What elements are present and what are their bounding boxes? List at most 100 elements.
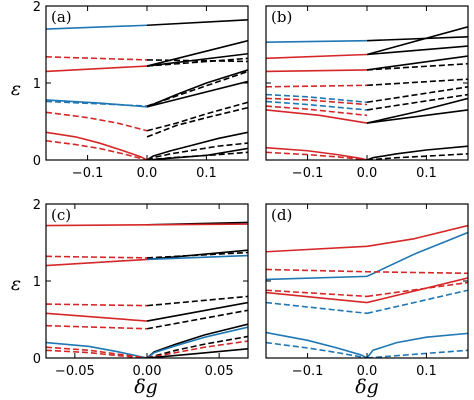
- series-group: [266, 26, 468, 160]
- panel-1: −0.1 0.0 0.1 (b): [265, 5, 469, 181]
- series-line: [366, 332, 468, 358]
- series-line: [146, 340, 248, 358]
- series-line: [46, 349, 148, 358]
- series-line: [146, 131, 248, 160]
- x-tick-label: −0.05: [55, 364, 95, 379]
- series-line: [46, 24, 148, 30]
- series-group: [46, 19, 248, 160]
- series-line: [366, 289, 468, 315]
- series-line: [266, 331, 368, 358]
- x-tick-label: −0.1: [292, 166, 324, 181]
- series-group: [266, 224, 468, 358]
- series-line: [46, 100, 148, 107]
- series-line: [366, 45, 468, 56]
- series-line: [366, 153, 468, 160]
- series-line: [366, 349, 468, 358]
- y-tick-label: 0: [33, 352, 41, 367]
- x-tick-label: −0.1: [72, 166, 104, 181]
- x-tick-label: 0.0: [357, 166, 378, 181]
- series-line: [366, 145, 468, 160]
- series-line: [266, 109, 368, 124]
- series-line: [146, 147, 248, 160]
- panel-label: (c): [51, 206, 71, 224]
- x-tick-label: 0.1: [416, 166, 437, 181]
- series-line: [366, 55, 468, 71]
- y-axis-label-bottom: ε: [11, 273, 21, 295]
- series-line: [146, 301, 248, 322]
- series-line: [266, 84, 368, 88]
- x-tick-label: 0.05: [205, 364, 234, 379]
- series-line: [146, 142, 248, 160]
- series-line: [266, 151, 368, 160]
- x-tick-label: −0.1: [292, 364, 324, 379]
- series-line: [266, 39, 368, 43]
- series-line: [366, 97, 468, 124]
- series-line: [46, 111, 148, 132]
- y-tick-label: 1: [33, 275, 41, 290]
- series-line: [266, 146, 368, 160]
- series-line: [146, 106, 248, 138]
- series-line: [46, 139, 148, 160]
- series-line: [46, 65, 148, 73]
- series-line: [146, 295, 248, 307]
- series-line: [366, 62, 468, 71]
- series-line: [46, 255, 148, 259]
- series-line: [366, 26, 468, 56]
- y-axis-label-top: ε: [11, 78, 21, 100]
- series-line: [46, 341, 148, 358]
- y-tick-label: 2: [33, 0, 41, 15]
- panel-0: −0.1 0.0 0.1 0 1 2 (a): [33, 0, 249, 181]
- series-line: [146, 80, 248, 108]
- series-line: [146, 59, 248, 63]
- series-line: [366, 231, 468, 278]
- series-line: [146, 69, 248, 108]
- x-tick-label: 0.00: [133, 364, 162, 379]
- series-line: [146, 309, 248, 330]
- panel-label: (d): [271, 206, 292, 224]
- panel-2: −0.05 0.00 0.05 0 1 2 (c): [33, 198, 249, 379]
- x-tick-label: 0.0: [357, 364, 378, 379]
- series-line: [266, 341, 368, 358]
- series-line: [266, 93, 368, 104]
- series-line: [266, 69, 368, 73]
- series-line: [146, 223, 248, 226]
- series-line: [146, 335, 248, 358]
- series-line: [366, 93, 468, 111]
- series-line: [46, 346, 148, 358]
- series-line: [266, 105, 368, 117]
- series-line: [266, 53, 368, 60]
- series-line: [146, 19, 248, 27]
- series-line: [146, 101, 248, 132]
- y-tick-label: 2: [33, 198, 41, 213]
- series-line: [266, 97, 368, 106]
- x-tick-label: 0.0: [137, 166, 158, 181]
- series-line: [46, 223, 148, 227]
- series-line: [266, 100, 368, 111]
- series-line: [46, 324, 148, 330]
- series-line: [366, 36, 468, 42]
- x-tick-label: 0.1: [416, 364, 437, 379]
- x-axis-label-left: δg: [134, 376, 158, 398]
- series-line: [146, 326, 248, 358]
- series-line: [146, 39, 248, 67]
- axes-frame: [265, 203, 469, 359]
- series-line: [366, 78, 468, 87]
- series-line: [46, 56, 148, 61]
- series-line: [366, 109, 468, 124]
- series-line: [46, 312, 148, 322]
- series-line: [146, 254, 248, 261]
- series-line: [266, 224, 468, 253]
- axes-frame: [265, 5, 469, 161]
- series-line: [146, 249, 248, 261]
- series-line: [266, 289, 368, 298]
- series-line: [366, 281, 468, 298]
- panel-label: (a): [51, 8, 72, 26]
- series-line: [266, 275, 368, 281]
- series-group: [46, 221, 248, 358]
- panel-label: (b): [271, 8, 292, 26]
- series-line: [366, 86, 468, 104]
- series-line: [266, 268, 468, 275]
- y-tick-label: 0: [33, 154, 41, 169]
- series-line: [46, 258, 148, 267]
